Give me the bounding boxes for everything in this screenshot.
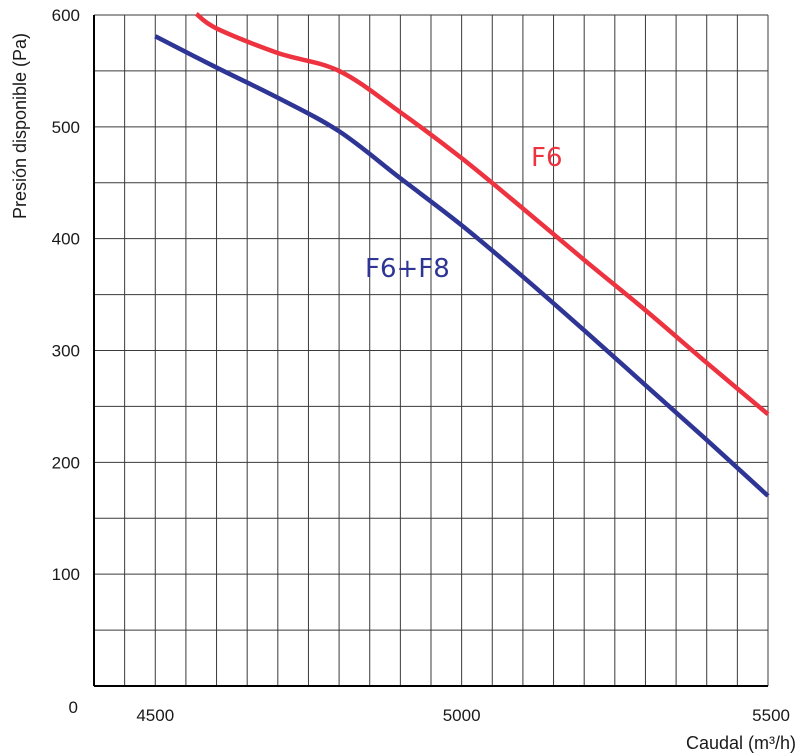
y-tick-label: 600 xyxy=(52,6,80,25)
x-tick-label: 5000 xyxy=(443,706,481,725)
tick-labels: 0 100 200 300 400 500 600 4500 5000 5500 xyxy=(52,6,790,725)
y-tick-label: 300 xyxy=(52,342,80,361)
y-axis-title: Presión disponible (Pa) xyxy=(10,33,30,219)
grid xyxy=(94,14,769,686)
series-line-f6 xyxy=(194,12,770,416)
series-line-f6-f8 xyxy=(154,34,770,498)
axes xyxy=(93,15,768,687)
series-layer xyxy=(154,12,770,498)
x-tick-label: 4500 xyxy=(136,706,174,725)
y-tick-label: 0 xyxy=(69,698,78,717)
y-tick-label: 500 xyxy=(52,118,80,137)
x-tick-label: 5500 xyxy=(752,706,790,725)
y-tick-label: 100 xyxy=(52,565,80,584)
series-label-f6-f8: F6+F8 xyxy=(365,254,450,284)
y-tick-label: 200 xyxy=(52,453,80,472)
series-label-f6: F6 xyxy=(531,143,563,173)
y-tick-label: 400 xyxy=(52,230,80,249)
x-axis-title: Caudal (m³/h) xyxy=(686,733,796,753)
